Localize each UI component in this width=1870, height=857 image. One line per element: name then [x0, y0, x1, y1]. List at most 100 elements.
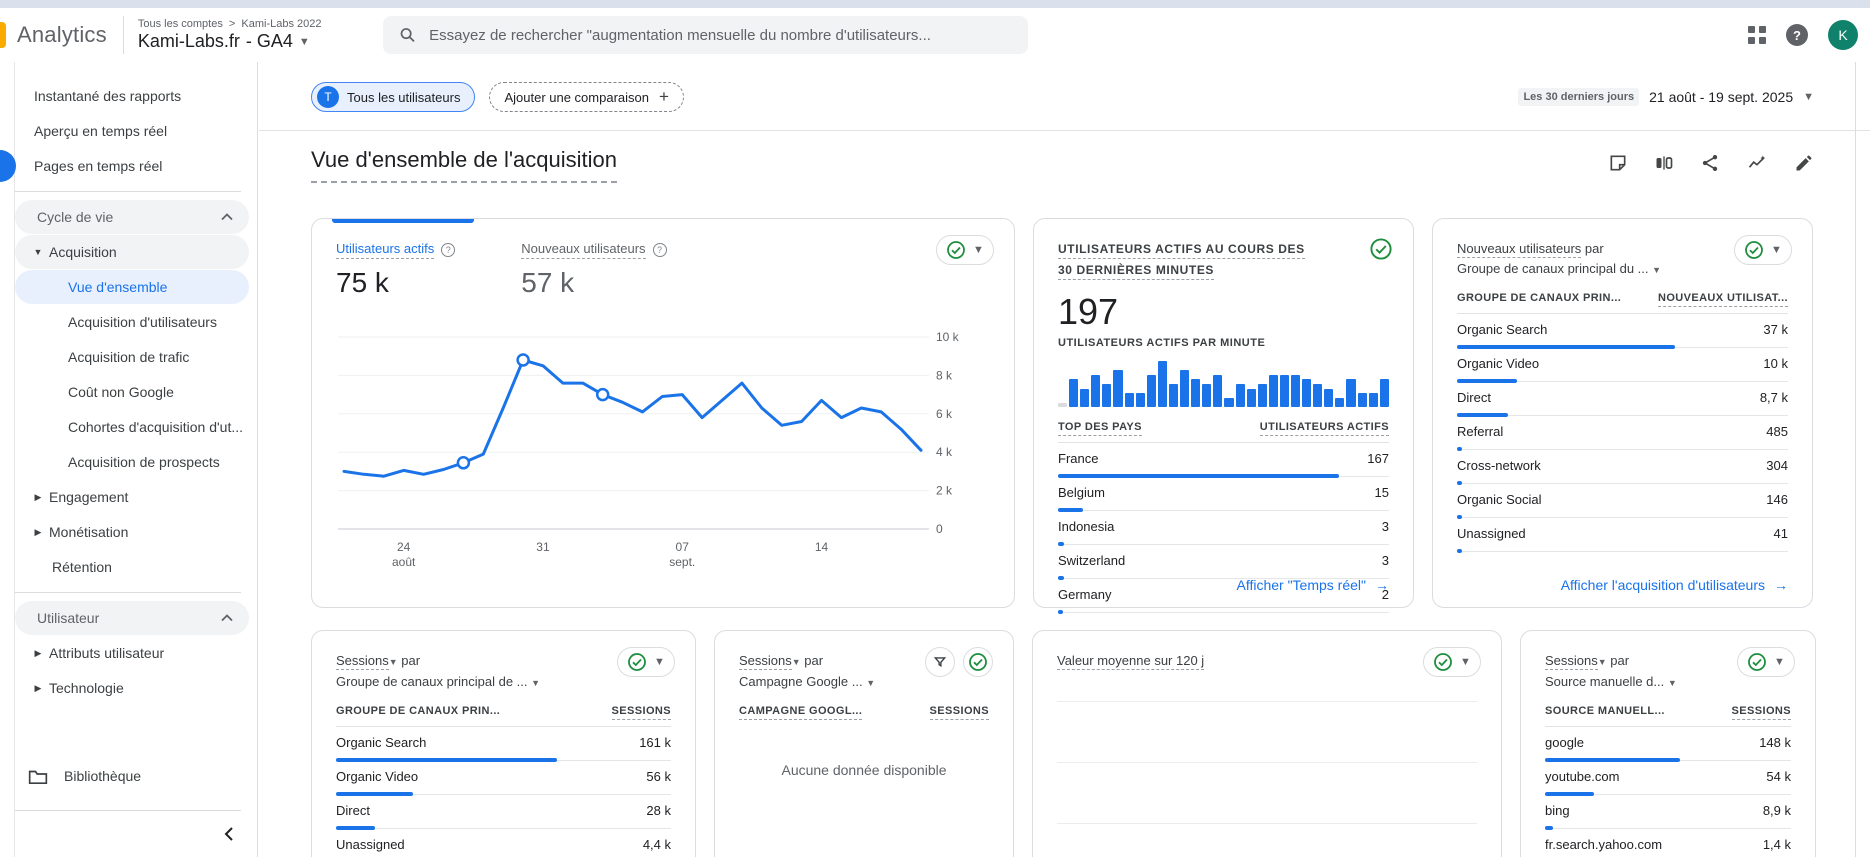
tab-new-users[interactable]: Nouveaux utilisateurs? 57 k	[521, 241, 666, 299]
chevron-down-icon[interactable]: ▼	[1598, 657, 1607, 667]
row-dimension: Organic Social	[1457, 492, 1542, 507]
triangle-right-icon[interactable]: ▶	[27, 683, 49, 694]
chevron-down-icon: ▼	[654, 656, 665, 668]
sidebar-item-vue-d-ensemble[interactable]: Vue d'ensemble	[15, 270, 249, 304]
gridline	[1057, 701, 1477, 702]
tab-active-users[interactable]: Utilisateurs actifs? 75 k	[336, 241, 455, 299]
realtime-title: UTILISATEURS ACTIFS AU COURS DES 30 DERN…	[1058, 239, 1389, 281]
row-value: 4,4 k	[643, 837, 671, 852]
sidebar-item-label: Engagement	[49, 489, 128, 505]
triangle-right-icon[interactable]: ▶	[27, 648, 49, 659]
sidebar-item-mon-tisation[interactable]: ▶Monétisation	[15, 515, 249, 549]
scrollbar-track[interactable]	[1855, 62, 1856, 857]
triangle-down-icon[interactable]: ▼	[27, 247, 49, 257]
card-status-menu[interactable]: ▼	[1423, 647, 1481, 677]
sidebar-item-acquisition-d-utilisateurs[interactable]: Acquisition d'utilisateurs	[15, 305, 249, 339]
insights-icon[interactable]	[1746, 153, 1768, 173]
card-status-menu[interactable]: ▼	[936, 235, 994, 265]
dimension-selector[interactable]: Source manuelle d... ▼	[1545, 674, 1677, 689]
help-tooltip-icon[interactable]: ?	[653, 243, 667, 257]
help-icon[interactable]: ?	[1786, 24, 1808, 46]
sidebar-item-label: Acquisition de trafic	[68, 349, 189, 365]
dimension-selector[interactable]: Groupe de canaux principal du ... ▼	[1457, 261, 1661, 276]
edit-icon[interactable]	[1794, 153, 1814, 173]
row-dimension: Germany	[1058, 587, 1111, 602]
sidebar-item-acquisition[interactable]: ▼Acquisition	[15, 235, 249, 269]
sidebar-item-bibliotheque[interactable]: Bibliothèque	[0, 756, 257, 796]
row-dimension: Unassigned	[1457, 526, 1526, 541]
chevron-down-icon[interactable]: ▼	[299, 36, 310, 48]
sessions-source-table: google148 kyoutube.com54 kbing8,9 kfr.se…	[1545, 727, 1791, 857]
sessions-by-channel-card: Sessions▼ par Groupe de canaux principal…	[311, 630, 696, 857]
date-range-picker[interactable]: Les 30 derniers jours 21 août - 19 sept.…	[1518, 88, 1814, 106]
segment-chip-all-users[interactable]: T Tous les utilisateurs	[311, 82, 475, 112]
sidebar-item-engagement[interactable]: ▶Engagement	[15, 480, 249, 514]
google-apps-icon[interactable]	[1748, 26, 1766, 44]
dimension-selector[interactable]: Campagne Google ... ▼	[739, 674, 875, 689]
minute-bar	[1269, 375, 1278, 407]
sidebar-item-acquisition-de-prospects[interactable]: Acquisition de prospects	[15, 445, 249, 479]
row-value: 148 k	[1759, 735, 1791, 750]
triangle-right-icon[interactable]: ▶	[27, 527, 49, 538]
account-switcher[interactable]: Tous les comptes > Kami-Labs 2022 Kami-L…	[138, 18, 322, 52]
view-realtime-link[interactable]: Afficher "Temps réel" →	[1236, 577, 1389, 593]
chevron-down-icon[interactable]: ▼	[792, 657, 801, 667]
add-comparison-chip[interactable]: Ajouter une comparaison +	[489, 82, 683, 112]
table-row: Cross-network304	[1457, 450, 1788, 484]
minute-bar	[1180, 370, 1189, 407]
sidebar-item-label: Acquisition	[49, 244, 117, 260]
search-bar[interactable]	[383, 16, 1028, 54]
share-icon[interactable]	[1700, 153, 1720, 173]
column-header: SESSIONS	[930, 705, 989, 720]
table-row: Indonesia3	[1058, 511, 1389, 545]
chevron-up-icon[interactable]	[221, 614, 233, 622]
filter-button[interactable]	[925, 647, 955, 677]
card-status-menu[interactable]: ▼	[1737, 647, 1795, 677]
card-status-button[interactable]	[963, 647, 993, 677]
row-dimension: bing	[1545, 803, 1570, 818]
main-content: T Tous les utilisateurs Ajouter une comp…	[259, 62, 1870, 857]
search-icon	[399, 26, 416, 44]
avatar[interactable]: K	[1828, 20, 1858, 50]
sidebar-item-label: Monétisation	[49, 524, 128, 540]
date-preset-badge: Les 30 derniers jours	[1518, 88, 1639, 106]
row-dimension: Organic Search	[1457, 322, 1547, 337]
help-tooltip-icon[interactable]: ?	[441, 243, 455, 257]
sidebar-item-utilisateur[interactable]: Utilisateur	[15, 601, 249, 635]
row-dimension: Cross-network	[1457, 458, 1541, 473]
table-row: Direct8,7 k	[1457, 382, 1788, 416]
minute-bar	[1069, 379, 1078, 407]
card-status-button[interactable]	[1369, 237, 1393, 266]
chevron-down-icon[interactable]: ▼	[389, 657, 398, 667]
card-status-menu[interactable]: ▼	[617, 647, 675, 677]
svg-text:07: 07	[676, 540, 690, 554]
collapse-sidebar-button[interactable]	[0, 811, 257, 857]
chevron-down-icon: ▼	[1771, 244, 1782, 256]
active-users-line-chart: 10 k8 k6 k4 k2 k024août3107sept.14	[336, 325, 992, 577]
note-icon[interactable]	[1608, 153, 1628, 173]
card-status-menu[interactable]: ▼	[1734, 235, 1792, 265]
search-input[interactable]	[429, 27, 1012, 44]
sidebar-item-technologie[interactable]: ▶Technologie	[15, 671, 249, 705]
triangle-right-icon[interactable]: ▶	[27, 492, 49, 503]
table-row: Direct28 k	[336, 795, 671, 829]
chevron-down-icon: ▼	[1803, 91, 1814, 103]
sidebar-item-cohortes-d-acquisition-d-ut[interactable]: Cohortes d'acquisition d'ut...	[15, 410, 249, 444]
sidebar-item-co-t-non-google[interactable]: Coût non Google	[15, 375, 249, 409]
minute-bar	[1324, 389, 1333, 407]
property-name: Kami-Labs.fr	[138, 31, 240, 52]
ab-compare-icon[interactable]	[1654, 153, 1674, 173]
chevron-up-icon[interactable]	[221, 213, 233, 221]
sidebar-item-aper-u-en-temps-r-el[interactable]: Aperçu en temps réel	[15, 114, 249, 148]
view-user-acquisition-link[interactable]: Afficher l'acquisition d'utilisateurs →	[1561, 577, 1788, 593]
dimension-selector[interactable]: Groupe de canaux principal de ... ▼	[336, 674, 540, 689]
table-row: Unassigned4,4 k	[336, 829, 671, 857]
sidebar-item-cycle-de-vie[interactable]: Cycle de vie	[15, 200, 249, 234]
sidebar-item-acquisition-de-trafic[interactable]: Acquisition de trafic	[15, 340, 249, 374]
sidebar-item-attributs-utilisateur[interactable]: ▶Attributs utilisateur	[15, 636, 249, 670]
sidebar-item-r-tention[interactable]: Rétention	[15, 550, 249, 584]
sidebar-item-pages-en-temps-r-el[interactable]: Pages en temps réel	[15, 149, 249, 183]
folder-icon	[28, 768, 48, 785]
sidebar-item-instantan-des-rapports[interactable]: Instantané des rapports	[15, 79, 249, 113]
row-value: 146	[1766, 492, 1788, 507]
